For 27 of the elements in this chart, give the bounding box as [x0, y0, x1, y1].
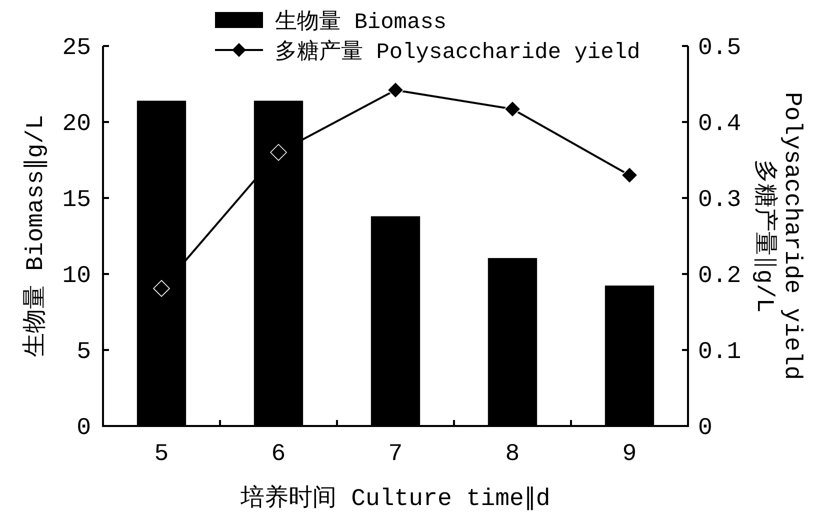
y-tick-label: 15 [62, 187, 91, 214]
y-tick-label: 0 [76, 415, 91, 442]
legend-label: 多糖产量 Polysaccharide yield [275, 39, 640, 65]
y2-tick-label: 0.1 [698, 339, 742, 366]
x-axis-title: 培养时间 Culture time∥d [240, 484, 550, 513]
point [387, 82, 404, 98]
y2-tick-label: 0.5 [698, 35, 742, 62]
point [621, 166, 638, 184]
y-axis-title: 生物量 Biomass∥g/L [22, 114, 50, 358]
x-tick-label: 5 [154, 441, 169, 468]
y-tick-label: 10 [62, 263, 91, 290]
y-tick-label: 5 [76, 339, 91, 366]
y-tick-label: 25 [62, 35, 91, 62]
point [153, 280, 170, 297]
legend-label: 生物量 Biomass [275, 9, 447, 35]
x-tick-label: 8 [505, 441, 520, 468]
x-tick-label: 6 [271, 441, 286, 468]
point [504, 100, 521, 118]
y2-tick-label: 0 [698, 415, 712, 442]
point [270, 144, 287, 161]
y2-tick-label: 0.3 [698, 187, 742, 214]
y2-tick-label: 0.2 [698, 263, 742, 290]
x-tick-label: 9 [622, 441, 637, 468]
y2-tick-label: 0.4 [698, 111, 742, 138]
y2-axis-title: 多糖产量∥g/L Polysaccharide yield [750, 92, 805, 380]
x-tick-label: 7 [388, 441, 403, 468]
y-tick-label: 20 [62, 111, 91, 138]
